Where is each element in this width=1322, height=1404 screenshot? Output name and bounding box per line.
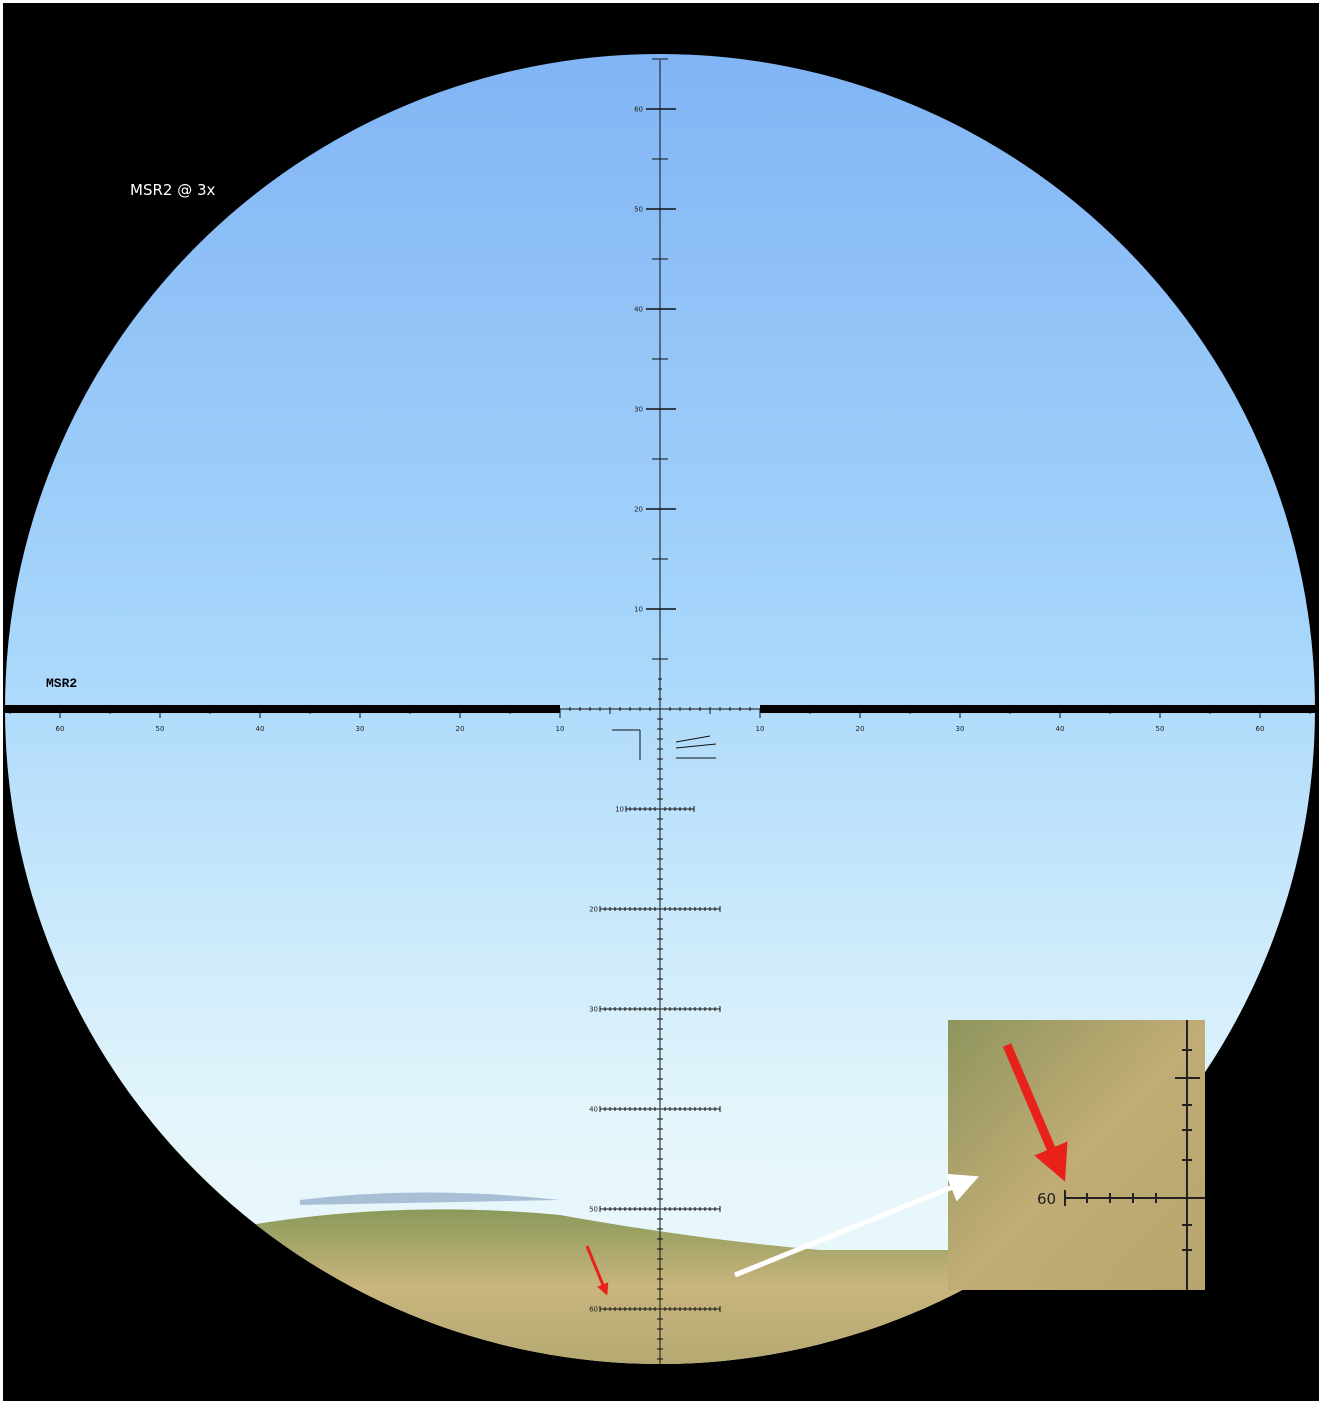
- distant-hill: [300, 1192, 560, 1205]
- tick-label: 10: [556, 725, 565, 733]
- inset-ticks: [1064, 1049, 1200, 1251]
- tick-label: 30: [589, 1006, 598, 1014]
- tick-label: 40: [589, 1106, 598, 1114]
- reticle: 60 50 40 30 20 10 60 50 40 30 20 10 10 20 30 40 50 60 10 20…: [5, 58, 1316, 1365]
- tick-label: 30: [356, 725, 365, 733]
- thick-bar: [5, 705, 560, 713]
- red-arrow: [1002, 1043, 1068, 1182]
- red-arrow: [585, 1245, 609, 1296]
- tick-label: 20: [634, 506, 643, 514]
- tick-label: 50: [156, 725, 165, 733]
- tick-label: 50: [1156, 725, 1165, 733]
- tick-label: 10: [634, 606, 643, 614]
- tick-label: 30: [956, 725, 965, 733]
- white-arrow: [734, 1173, 979, 1278]
- tick-label: 60: [56, 725, 65, 733]
- inset: [948, 1020, 1205, 1290]
- holdover-mark: [675, 743, 717, 749]
- tick-label: 50: [634, 206, 643, 214]
- tick-label: 60: [589, 1306, 598, 1314]
- tick-label: 20: [856, 725, 865, 733]
- tick-label: 30: [634, 406, 643, 414]
- tick-label: 10: [756, 725, 765, 733]
- tick-label: 20: [589, 906, 598, 914]
- holdover-mark: [675, 735, 711, 743]
- thick-bar: [760, 705, 1316, 713]
- tick-label: 10: [615, 806, 624, 814]
- tick-label: 40: [634, 306, 643, 314]
- reticle-name: MSR2: [46, 676, 77, 691]
- tick-label: 40: [1056, 725, 1065, 733]
- tick-label: 20: [456, 725, 465, 733]
- tick-label: 60: [634, 106, 643, 114]
- inset-label: 60: [1037, 1190, 1056, 1208]
- tick-label: 40: [256, 725, 265, 733]
- caption: MSR2 @ 3x: [130, 181, 216, 199]
- tick-label: 60: [1256, 725, 1265, 733]
- tick-label: 50: [589, 1206, 598, 1214]
